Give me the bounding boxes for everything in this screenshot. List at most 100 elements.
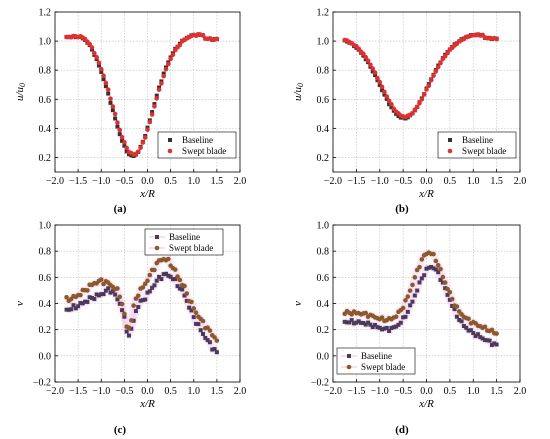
data-point bbox=[387, 328, 392, 333]
data-point bbox=[122, 143, 127, 148]
data-point bbox=[87, 41, 92, 47]
data-point bbox=[85, 288, 90, 293]
data-point bbox=[103, 288, 108, 293]
y-tick-label: 1.0 bbox=[39, 37, 52, 48]
data-point bbox=[407, 288, 413, 293]
data-point bbox=[205, 338, 210, 343]
series-baseline bbox=[342, 32, 499, 121]
series-swept-blade bbox=[64, 256, 220, 343]
panel-caption: (a) bbox=[114, 203, 127, 215]
data-point bbox=[159, 277, 164, 282]
data-point bbox=[375, 325, 380, 330]
chart-panel-a: −2.0 −1.5 −1.0 −0.5 0.0 0.5 1.0 1.5 2.0 0.2 0.4 0.6… bbox=[14, 8, 246, 216]
data-point bbox=[352, 321, 357, 326]
data-point bbox=[440, 274, 446, 280]
x-tick-label: 0.5 bbox=[444, 386, 457, 397]
data-point bbox=[347, 320, 352, 325]
x-tick-label: 0.0 bbox=[420, 386, 433, 397]
data-point bbox=[108, 290, 113, 295]
data-point bbox=[214, 36, 220, 42]
legend-label: Swept blade bbox=[182, 146, 226, 156]
x-axis-label: x/R bbox=[139, 398, 155, 410]
data-point bbox=[394, 111, 399, 116]
data-point bbox=[356, 319, 361, 324]
legend-label: Baseline bbox=[182, 135, 213, 145]
y-axis-label: u/u0 bbox=[292, 83, 305, 101]
data-point bbox=[384, 94, 390, 99]
data-point bbox=[194, 321, 199, 326]
data-point bbox=[214, 350, 219, 355]
data-point bbox=[189, 308, 194, 313]
data-point bbox=[363, 322, 368, 327]
data-point bbox=[380, 327, 385, 332]
data-point bbox=[98, 277, 104, 282]
y-tick-label: 0.2 bbox=[39, 153, 52, 164]
data-point bbox=[138, 145, 143, 151]
data-point bbox=[152, 104, 157, 109]
data-point bbox=[187, 305, 192, 310]
data-point bbox=[101, 73, 106, 79]
data-point bbox=[191, 315, 196, 320]
data-point bbox=[408, 303, 413, 308]
data-point bbox=[145, 278, 150, 284]
data-point bbox=[377, 79, 383, 85]
y-tick-label: 0.4 bbox=[317, 299, 330, 310]
data-point bbox=[64, 307, 69, 312]
data-point bbox=[106, 91, 111, 96]
data-point bbox=[110, 108, 115, 113]
data-point bbox=[212, 347, 217, 352]
x-tick-label: −1.0 bbox=[92, 176, 110, 187]
data-point bbox=[373, 73, 378, 78]
x-tick-label: 1.0 bbox=[188, 176, 201, 187]
x-tick-label: −1.0 bbox=[371, 386, 389, 397]
data-point bbox=[122, 311, 127, 317]
data-point bbox=[494, 342, 499, 347]
x-tick-label: −2.0 bbox=[324, 386, 342, 397]
data-point bbox=[382, 92, 387, 97]
data-point bbox=[203, 335, 208, 340]
data-point bbox=[198, 328, 203, 333]
data-point bbox=[403, 298, 408, 303]
data-point bbox=[361, 320, 366, 325]
data-point bbox=[126, 325, 132, 330]
data-point bbox=[157, 274, 162, 279]
chart-panel-c: −2.0 −1.5 −1.0 −0.5 0.0 0.5 1.0 1.5 2.0 −0.2 0.0 0.… bbox=[14, 221, 246, 437]
data-point bbox=[182, 293, 187, 298]
data-point bbox=[156, 87, 162, 92]
x-tick-label: −1.5 bbox=[69, 386, 87, 397]
x-tick-label: −0.5 bbox=[394, 176, 412, 187]
data-point bbox=[145, 290, 150, 295]
data-point bbox=[354, 320, 359, 325]
legend-box bbox=[157, 131, 237, 159]
data-point bbox=[207, 340, 212, 345]
data-point bbox=[459, 319, 464, 324]
data-point bbox=[372, 70, 378, 75]
data-point bbox=[90, 296, 94, 301]
x-tick-label: 0.0 bbox=[141, 386, 154, 397]
data-point bbox=[489, 327, 495, 333]
data-point bbox=[173, 277, 178, 282]
data-point bbox=[431, 266, 436, 271]
data-point bbox=[170, 52, 176, 58]
data-point bbox=[129, 318, 134, 323]
data-point bbox=[435, 262, 441, 268]
series-baseline bbox=[342, 264, 499, 347]
legend-label: Swept blade bbox=[169, 243, 213, 253]
data-point bbox=[426, 265, 431, 270]
data-point bbox=[375, 75, 380, 81]
data-point bbox=[166, 61, 171, 67]
data-point bbox=[73, 306, 78, 311]
data-point bbox=[106, 286, 111, 291]
data-point bbox=[380, 88, 385, 93]
x-tick-label: 1.5 bbox=[490, 386, 503, 397]
data-point bbox=[464, 325, 469, 330]
legend-marker bbox=[447, 148, 453, 154]
data-point bbox=[119, 301, 125, 307]
data-point bbox=[136, 305, 141, 310]
panel-caption: (b) bbox=[395, 203, 409, 215]
panel-caption: (c) bbox=[114, 424, 127, 436]
data-point bbox=[143, 297, 148, 302]
data-point bbox=[391, 325, 396, 330]
data-point bbox=[161, 71, 166, 76]
data-point bbox=[410, 111, 415, 116]
